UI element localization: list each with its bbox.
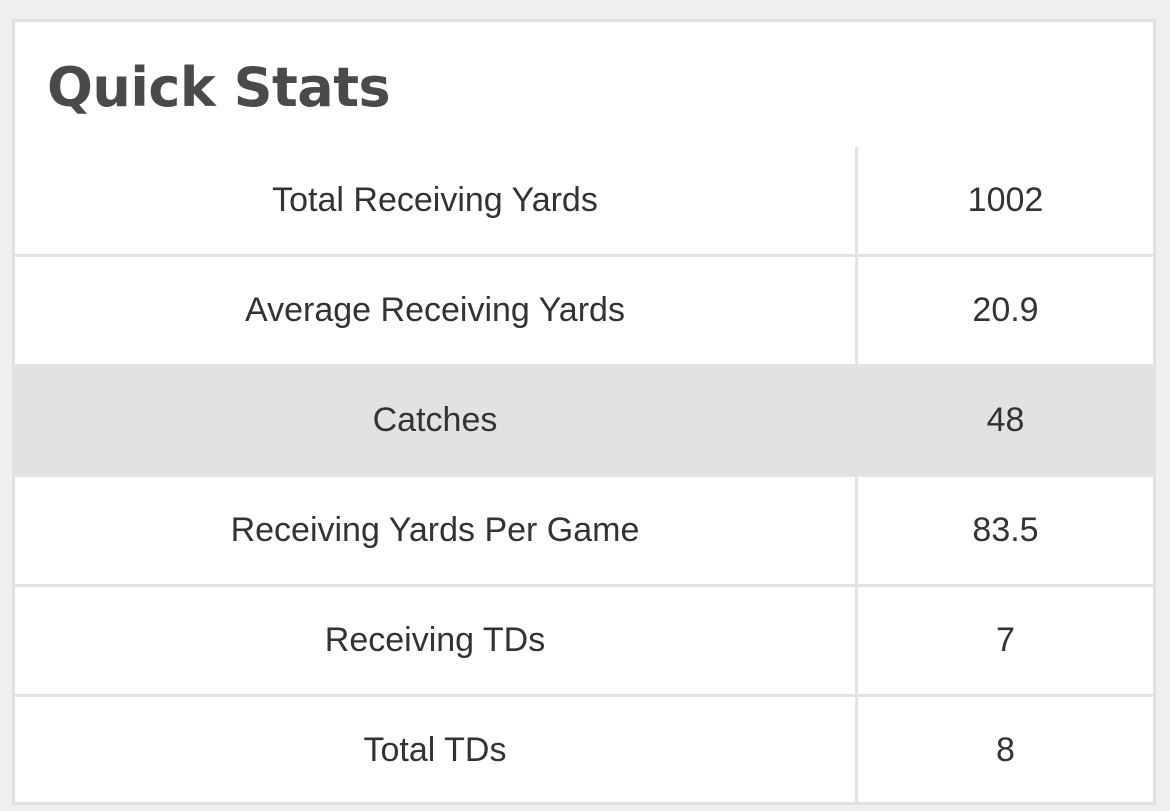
stat-value: 7 bbox=[856, 585, 1153, 697]
stat-value: 48 bbox=[856, 365, 1153, 477]
table-row: Average Receiving Yards 20.9 bbox=[15, 255, 1153, 367]
table-row: Receiving Yards Per Game 83.5 bbox=[15, 475, 1153, 587]
stat-value: 20.9 bbox=[856, 255, 1153, 367]
table-row-highlighted: Catches 48 bbox=[15, 365, 1153, 477]
stat-label: Total Receiving Yards bbox=[15, 147, 858, 257]
stat-label: Catches bbox=[15, 365, 858, 477]
stat-label: Receiving TDs bbox=[15, 585, 858, 697]
stat-value: 1002 bbox=[856, 147, 1153, 257]
stat-label: Receiving Yards Per Game bbox=[15, 475, 858, 587]
stats-table: Total Receiving Yards 1002 Average Recei… bbox=[15, 147, 1153, 802]
table-row: Total TDs 8 bbox=[15, 695, 1153, 802]
stat-value: 8 bbox=[996, 731, 1015, 769]
quick-stats-panel: Quick Stats Total Receiving Yards 1002 A… bbox=[12, 19, 1156, 805]
stat-label: Total TDs bbox=[15, 695, 858, 802]
stat-label: Average Receiving Yards bbox=[15, 255, 858, 367]
table-row: Total Receiving Yards 1002 bbox=[15, 147, 1153, 257]
panel-title: Quick Stats bbox=[47, 56, 391, 119]
stat-value: 83.5 bbox=[856, 475, 1153, 587]
table-row: Receiving TDs 7 bbox=[15, 585, 1153, 697]
